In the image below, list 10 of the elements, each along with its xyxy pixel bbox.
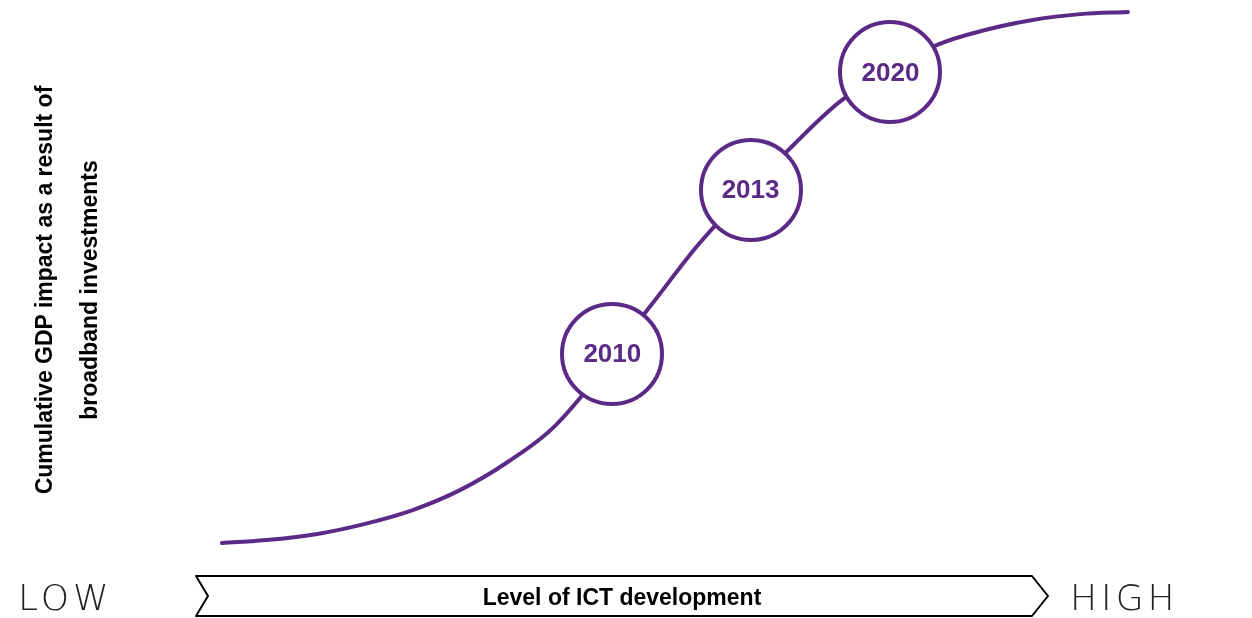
annotation: 2013 [721, 174, 780, 206]
circle-badge: 2020 [838, 20, 943, 124]
x-axis-title: Level of ICT development [481, 584, 763, 610]
annotation: 2020 [861, 56, 920, 88]
circle-badge: 2010 [560, 301, 665, 406]
text: LOW [18, 577, 113, 618]
text: HIGH [1070, 577, 1179, 618]
annotation: 2010 [583, 338, 642, 370]
y-axis-title: Cumulative GDP impact as a result of broadband investments [31, 85, 103, 495]
circle-badge: 2013 [698, 137, 803, 242]
